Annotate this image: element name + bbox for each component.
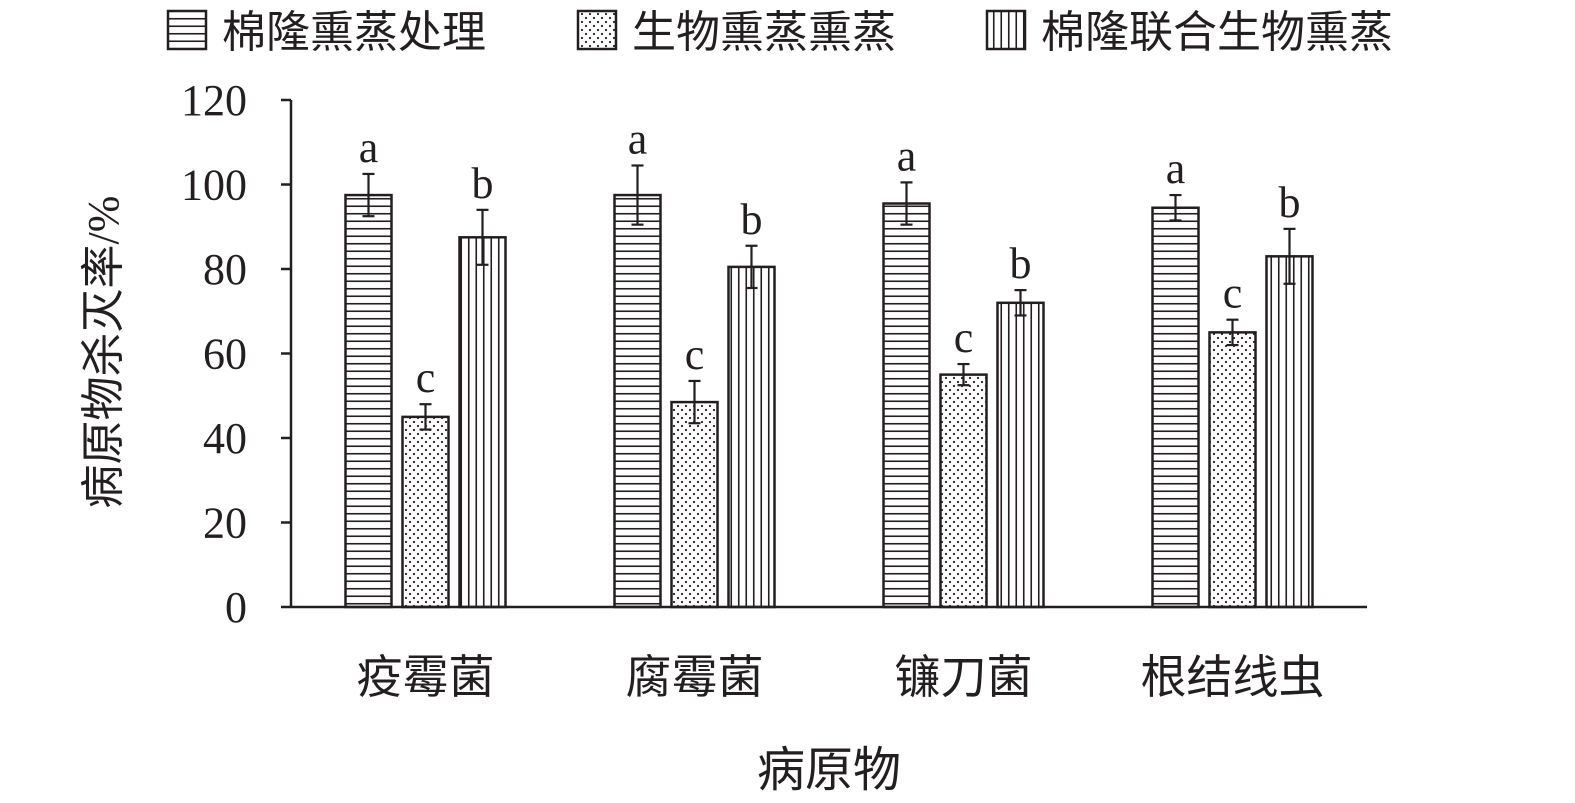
legend-item-棉隆熏蒸处理: 棉隆熏蒸处理: [166, 8, 486, 57]
significance-letter: c: [1223, 269, 1243, 318]
x-tick-label-根结线虫: 根结线虫: [1141, 652, 1325, 703]
bar-棉隆熏蒸处理-腐霉菌: [614, 195, 661, 607]
x-tick-label-镰刀菌: 镰刀菌: [895, 652, 1033, 703]
significance-letter: b: [741, 195, 763, 244]
bar-棉隆联合生物熏蒸-根结线虫: [1266, 256, 1313, 607]
legend-swatch: [987, 11, 1025, 49]
legend-item-棉隆联合生物熏蒸: 棉隆联合生物熏蒸: [985, 8, 1393, 57]
legend-swatch-border: [576, 9, 618, 51]
bar-棉隆熏蒸处理-根结线虫: [1152, 207, 1199, 608]
y-tick-label: 40: [203, 414, 247, 463]
y-tick-label: 0: [225, 583, 247, 632]
legend-item-生物熏蒸熏蒸: 生物熏蒸熏蒸: [576, 8, 896, 57]
legend-label: 生物熏蒸熏蒸: [632, 8, 896, 57]
x-tick-label-腐霉菌: 腐霉菌: [626, 652, 764, 703]
bar-group-腐霉菌: a c b: [613, 114, 776, 609]
bar-生物熏蒸熏蒸-根结线虫: [1209, 332, 1256, 607]
y-tick-label: 120: [181, 76, 247, 125]
x-tick-label-疫霉菌: 疫霉菌: [357, 652, 495, 703]
significance-letter: a: [628, 114, 648, 163]
legend-label: 棉隆联合生物熏蒸: [1041, 8, 1393, 57]
significance-letter: a: [897, 131, 917, 180]
y-tick-label: 80: [203, 245, 247, 294]
legend-swatch: [168, 11, 206, 49]
bar-group-根结线虫: a cb: [1151, 144, 1314, 609]
bar-棉隆联合生物熏蒸-镰刀菌: [997, 302, 1044, 607]
bar-group-镰刀菌: a cb: [882, 131, 1045, 609]
bar-生物熏蒸熏蒸-腐霉菌: [671, 402, 718, 607]
bar-生物熏蒸熏蒸-疫霉菌: [402, 416, 449, 607]
bar-棉隆熏蒸处理-疫霉菌: [345, 195, 392, 607]
y-tick-label: 20: [203, 499, 247, 548]
bar-棉隆联合生物熏蒸-疫霉菌: [459, 237, 506, 607]
bar-棉隆联合生物熏蒸-腐霉菌: [728, 266, 775, 607]
bar-棉隆熏蒸处理-镰刀菌: [883, 203, 930, 607]
y-tick-label: 100: [181, 161, 247, 210]
y-axis: 0 20 40 60 80 100 120: [181, 76, 293, 632]
significance-letter: a: [1166, 144, 1186, 193]
significance-letter: c: [416, 353, 436, 402]
significance-letter: b: [1010, 239, 1032, 288]
y-tick-label: 60: [203, 330, 247, 379]
legend-swatch-border: [985, 9, 1027, 51]
bar-生物熏蒸熏蒸-镰刀菌: [940, 374, 987, 607]
legend: 棉隆熏蒸处理 生物熏蒸熏蒸 棉隆联合生物熏蒸: [166, 8, 1393, 57]
x-axis-title: 病原物: [757, 744, 901, 797]
bar-group-疫霉菌: a c b: [344, 123, 507, 609]
significance-letter: b: [1279, 178, 1301, 227]
significance-letter: a: [359, 123, 379, 172]
significance-letter: b: [472, 159, 494, 208]
x-axis: 疫霉菌 腐霉菌 镰刀菌 根结线虫: [291, 605, 1367, 703]
legend-swatch-border: [166, 9, 208, 51]
significance-letter: c: [954, 313, 974, 362]
significance-letter: c: [685, 330, 705, 379]
legend-label: 棉隆熏蒸处理: [222, 8, 486, 57]
y-axis-title: 病原物杀灭率/%: [79, 196, 128, 509]
legend-swatch: [578, 11, 616, 49]
